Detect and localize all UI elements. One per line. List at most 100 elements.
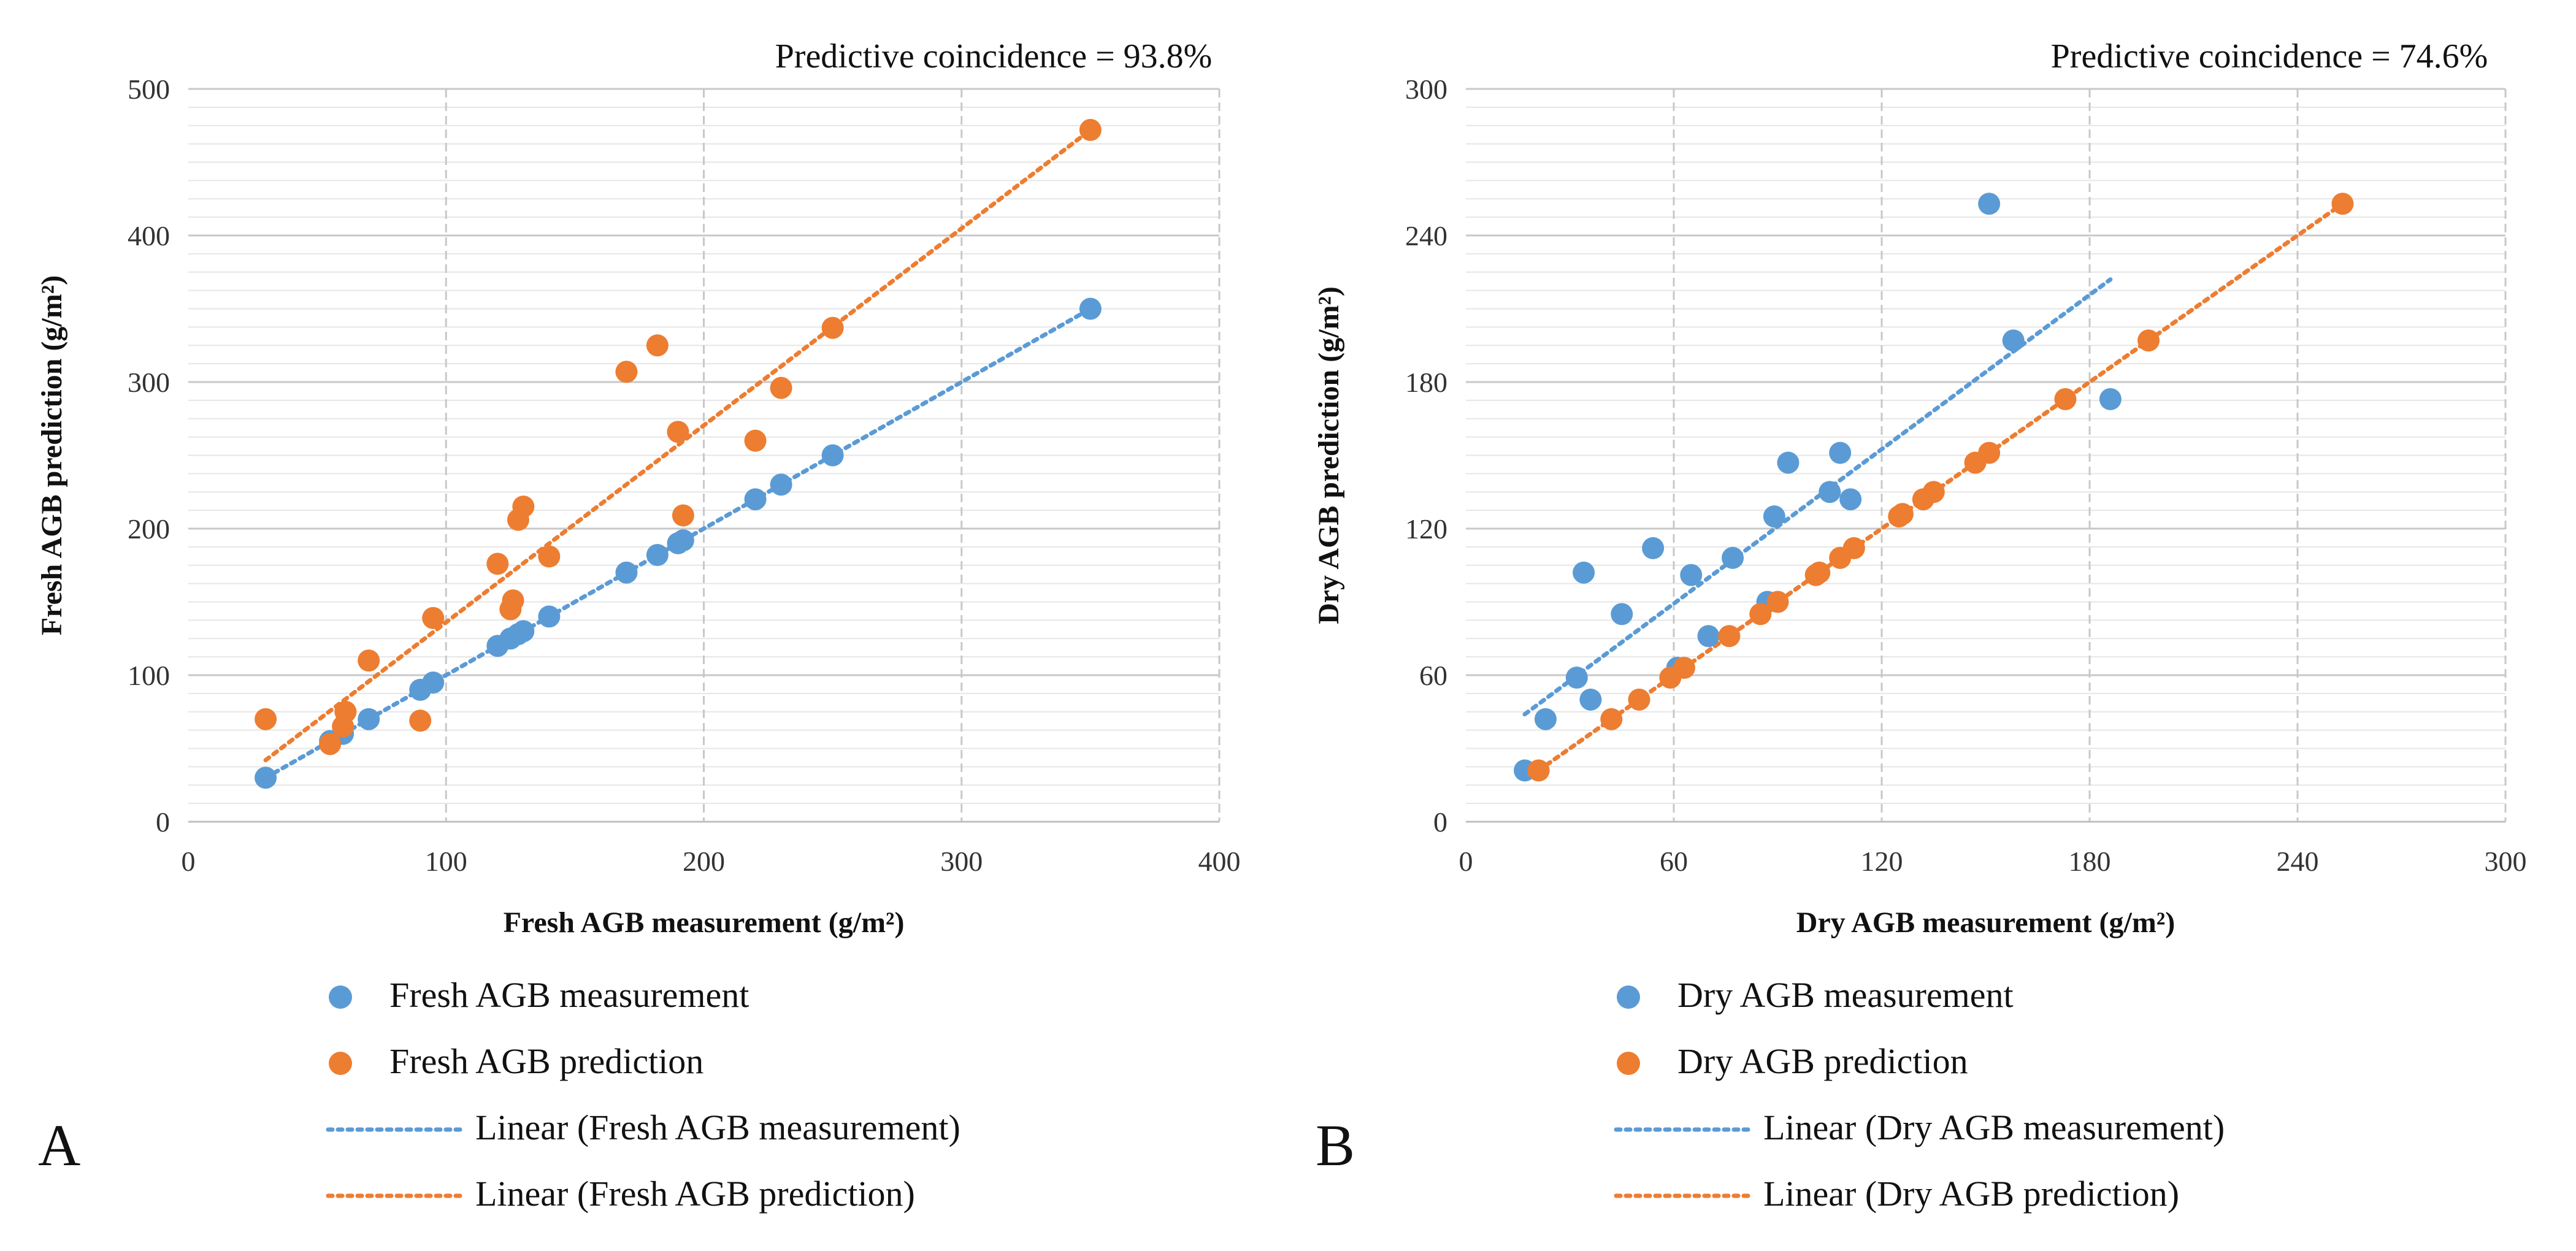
chart-A: 0 100 200 300 400 500 0 100 200 300 400 Fresh AGB m… xyxy=(36,37,1241,1214)
legend-label: Dry AGB measurement xyxy=(1677,975,2014,1015)
data-point xyxy=(672,504,694,527)
legend-marker xyxy=(329,985,352,1009)
legend-label: Linear (Dry AGB prediction) xyxy=(1763,1174,2179,1214)
series-prediction xyxy=(1527,193,2354,782)
data-point xyxy=(1697,625,1720,648)
legend: Dry AGB measurement Dry AGB prediction Lin… xyxy=(1614,975,2225,1214)
x-tick-label: 100 xyxy=(425,846,467,877)
data-point xyxy=(334,700,357,723)
data-point xyxy=(1777,451,1800,474)
legend: Fresh AGB measurement Fresh AGB predictio… xyxy=(326,975,960,1214)
chart-title: Predictive coincidence = 93.8% xyxy=(775,37,1213,75)
data-point xyxy=(538,605,561,628)
y-tick-label: 180 xyxy=(1405,367,1447,398)
legend-marker xyxy=(1617,1052,1640,1075)
data-point xyxy=(821,444,844,467)
data-point xyxy=(1680,564,1703,586)
data-point xyxy=(255,708,277,730)
y-tick-label: 200 xyxy=(128,513,170,545)
legend-label: Fresh AGB prediction xyxy=(389,1041,703,1081)
x-tick-label: 240 xyxy=(2277,846,2319,877)
gridlines xyxy=(188,88,1221,822)
data-point xyxy=(1978,193,2001,215)
data-point xyxy=(1978,442,2001,464)
legend-marker xyxy=(329,1052,352,1075)
data-point xyxy=(1766,591,1789,613)
data-point xyxy=(770,473,792,496)
trendline-prediction xyxy=(263,128,1093,763)
legend-label: Fresh AGB measurement xyxy=(389,975,749,1015)
data-point xyxy=(502,589,524,612)
y-tick-label: 500 xyxy=(128,74,170,105)
x-tick-label: 200 xyxy=(683,846,725,877)
data-point xyxy=(512,495,535,518)
x-axis-title: Fresh AGB measurement (g/m²) xyxy=(504,906,905,939)
x-tick-label: 300 xyxy=(940,846,983,877)
y-tick-label: 60 xyxy=(1419,660,1447,691)
x-tick-label: 400 xyxy=(1198,846,1241,877)
data-point xyxy=(1922,481,1945,503)
data-point xyxy=(1842,537,1865,559)
data-point xyxy=(538,545,561,568)
gridlines xyxy=(1466,88,2507,822)
data-point xyxy=(1579,688,1602,711)
chart-title: Predictive coincidence = 74.6% xyxy=(2051,37,2488,75)
data-point xyxy=(512,620,535,643)
data-point xyxy=(646,544,669,567)
data-point xyxy=(1600,708,1623,730)
legend-label: Linear (Dry AGB measurement) xyxy=(1763,1108,2225,1147)
data-point xyxy=(667,421,689,443)
chart-B: 0 60 120 180 240 300 0 60 120 180 240 300 Dry AGB me… xyxy=(1313,37,2527,1214)
data-point xyxy=(1079,118,1102,141)
data-point xyxy=(1718,625,1741,648)
data-point xyxy=(672,529,694,552)
data-point xyxy=(1534,708,1557,730)
data-point xyxy=(1611,603,1633,626)
data-point xyxy=(2331,193,2354,215)
x-axis-title: Dry AGB measurement (g/m²) xyxy=(1796,906,2175,939)
series-prediction xyxy=(255,118,1102,756)
legend-label: Linear (Fresh AGB prediction) xyxy=(475,1174,915,1214)
data-point xyxy=(2002,329,2025,352)
data-point xyxy=(2137,329,2160,352)
y-tick-label: 0 xyxy=(156,806,170,838)
data-point xyxy=(319,733,342,756)
legend-marker xyxy=(1617,985,1640,1009)
panel-label: A xyxy=(38,1112,80,1178)
trendline-measurement xyxy=(1522,277,2113,717)
x-tick-label: 0 xyxy=(182,846,196,877)
data-point xyxy=(1808,561,1831,584)
data-point xyxy=(358,649,380,672)
y-tick-label: 240 xyxy=(1405,220,1447,251)
x-tick-label: 0 xyxy=(1459,846,1473,877)
data-point xyxy=(615,361,638,383)
panel-label: B xyxy=(1316,1112,1355,1178)
y-tick-label: 300 xyxy=(128,367,170,398)
x-tick-label: 180 xyxy=(2069,846,2111,877)
y-tick-label: 300 xyxy=(1405,74,1447,105)
data-point xyxy=(1565,666,1588,689)
data-point xyxy=(1829,442,1852,464)
data-point xyxy=(821,316,844,339)
data-point xyxy=(770,377,792,399)
y-tick-label: 400 xyxy=(128,220,170,251)
x-tick-label: 300 xyxy=(2485,846,2527,877)
data-point xyxy=(422,671,445,694)
data-point xyxy=(1527,759,1550,782)
data-point xyxy=(1839,488,1862,511)
data-point xyxy=(1819,481,1841,503)
data-point xyxy=(486,553,509,575)
y-tick-label: 120 xyxy=(1405,513,1447,545)
data-point xyxy=(744,429,767,452)
y-axis-title: Fresh AGB prediction (g/m²) xyxy=(36,275,68,635)
data-point xyxy=(1079,297,1102,320)
data-point xyxy=(1891,503,1914,526)
data-point xyxy=(2099,388,2122,410)
x-tick-label: 60 xyxy=(1660,846,1688,877)
legend-label: Dry AGB prediction xyxy=(1677,1041,1968,1081)
data-point xyxy=(1722,546,1744,569)
data-point xyxy=(1749,603,1772,626)
data-point xyxy=(1642,537,1665,559)
series-measurement xyxy=(255,297,1102,789)
